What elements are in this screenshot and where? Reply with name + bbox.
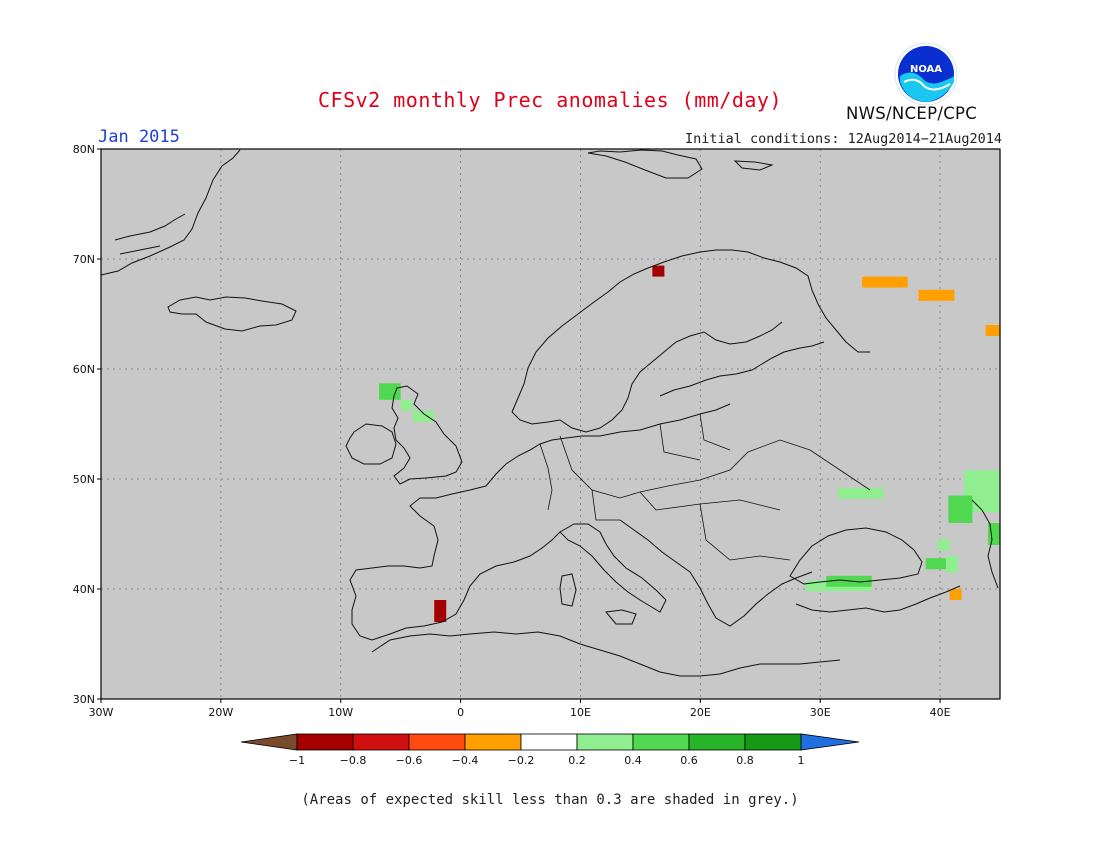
lon-tick-label: 30E xyxy=(810,706,831,719)
map-frame xyxy=(100,148,1001,700)
coastline-france-iberia xyxy=(349,485,561,641)
initial-conditions: Initial conditions: 12Aug2014−21Aug2014 xyxy=(685,131,1002,147)
anomaly-cell xyxy=(918,289,955,301)
anomaly-cell xyxy=(985,325,1000,336)
anomaly-cell xyxy=(937,539,950,551)
colorbar-label: 0.6 xyxy=(680,754,698,767)
coastline-black-sea xyxy=(789,527,923,585)
colorbar-label: −0.4 xyxy=(452,754,479,767)
colorbar-label: 0.8 xyxy=(736,754,754,767)
gridlines xyxy=(101,149,1000,699)
colorbar-segment xyxy=(688,733,746,751)
coastline-greenland-inner xyxy=(114,213,186,255)
coastline-caspian xyxy=(971,499,999,589)
colorbar-segment xyxy=(576,733,634,751)
anomaly-cells xyxy=(379,265,1000,622)
colorbar-segment xyxy=(352,733,410,751)
axis-ticks: 30W 20W 10W 0 10E 20E 30E 40E 30N 40N 50N 60N 70N 80N xyxy=(73,143,951,719)
colorbar-segment xyxy=(464,733,522,751)
coastline-finland-baltic xyxy=(659,341,825,397)
lat-tick-label: 30N xyxy=(73,693,95,706)
anomaly-cell xyxy=(434,600,447,622)
noaa-logo-text: NOAA xyxy=(910,64,942,75)
anomaly-cell xyxy=(948,495,973,523)
lat-tick-label: 50N xyxy=(73,473,95,486)
colorbar-segment xyxy=(520,733,578,751)
coastline-ireland xyxy=(345,423,397,465)
colorbar-label: −1 xyxy=(289,754,305,767)
colorbar-label: 0.2 xyxy=(568,754,586,767)
lon-tick-label: 30W xyxy=(89,706,114,719)
anomaly-cell xyxy=(412,410,435,422)
colorbar-segment xyxy=(744,733,802,751)
anomaly-cell xyxy=(379,383,401,400)
coastline-anatolia xyxy=(795,585,961,613)
colorbar-segment xyxy=(408,733,466,751)
colorbar-segment xyxy=(296,733,354,751)
borders xyxy=(539,413,871,561)
map-background xyxy=(101,149,1000,699)
colorbar-segment xyxy=(632,733,690,751)
coastline-europe-north xyxy=(485,403,731,487)
lat-tick-label: 60N xyxy=(73,363,95,376)
coastline-sweden-south xyxy=(511,321,783,433)
lat-tick-label: 80N xyxy=(73,143,95,156)
lon-tick-label: 10W xyxy=(328,706,353,719)
lon-tick-label: 10E xyxy=(570,706,591,719)
colorbar-label: −0.2 xyxy=(508,754,535,767)
lon-tick-label: 20W xyxy=(208,706,233,719)
coastline-italy xyxy=(559,523,667,613)
lon-tick-label: 20E xyxy=(690,706,711,719)
footnote: (Areas of expected skill less than 0.3 a… xyxy=(301,792,799,808)
anomaly-cell xyxy=(862,276,908,288)
lat-tick-label: 40N xyxy=(73,583,95,596)
agency-label: NWS/NCEP/CPC xyxy=(846,104,978,123)
colorbar-left-arrow xyxy=(240,733,298,751)
anomaly-cell xyxy=(838,487,884,499)
coastline-iceland xyxy=(167,296,297,332)
coastline-scandinavia xyxy=(511,249,870,413)
colorbar-label: 1 xyxy=(798,754,805,767)
anomaly-cell xyxy=(652,265,665,277)
forecast-month: Jan 2015 xyxy=(98,127,180,147)
coastlines xyxy=(100,149,999,677)
anomaly-cell xyxy=(949,589,962,600)
anomaly-cell xyxy=(925,558,950,570)
lon-tick-label: 40E xyxy=(930,706,951,719)
coastline-balkans xyxy=(619,519,813,627)
coastline-sardinia xyxy=(559,573,577,607)
colorbar-label: −0.8 xyxy=(340,754,367,767)
anomaly-cell xyxy=(400,399,413,411)
colorbar-right-arrow xyxy=(800,733,860,751)
colorbar-label: 0.4 xyxy=(624,754,642,767)
noaa-logo-icon: NOAA xyxy=(894,42,958,106)
coastline-svalbard xyxy=(587,149,703,179)
coastline-sicily xyxy=(605,609,637,625)
chart-title: CFSv2 monthly Prec anomalies (mm/day) xyxy=(317,88,783,112)
coastline-great-britain xyxy=(391,385,463,485)
coastline-north-africa xyxy=(371,631,841,677)
anomaly-cell xyxy=(988,523,1000,545)
coastline-svalbard-2 xyxy=(733,160,774,171)
colorbar-label: −0.6 xyxy=(396,754,423,767)
coastline-greenland xyxy=(100,149,241,276)
colorbar: −1 −0.8 −0.6 −0.4 −0.2 0.2 0.4 0.6 0.8 1 xyxy=(240,733,860,767)
lon-tick-label: 0 xyxy=(457,706,464,719)
lat-tick-label: 70N xyxy=(73,253,95,266)
anomaly-cell xyxy=(946,556,959,573)
